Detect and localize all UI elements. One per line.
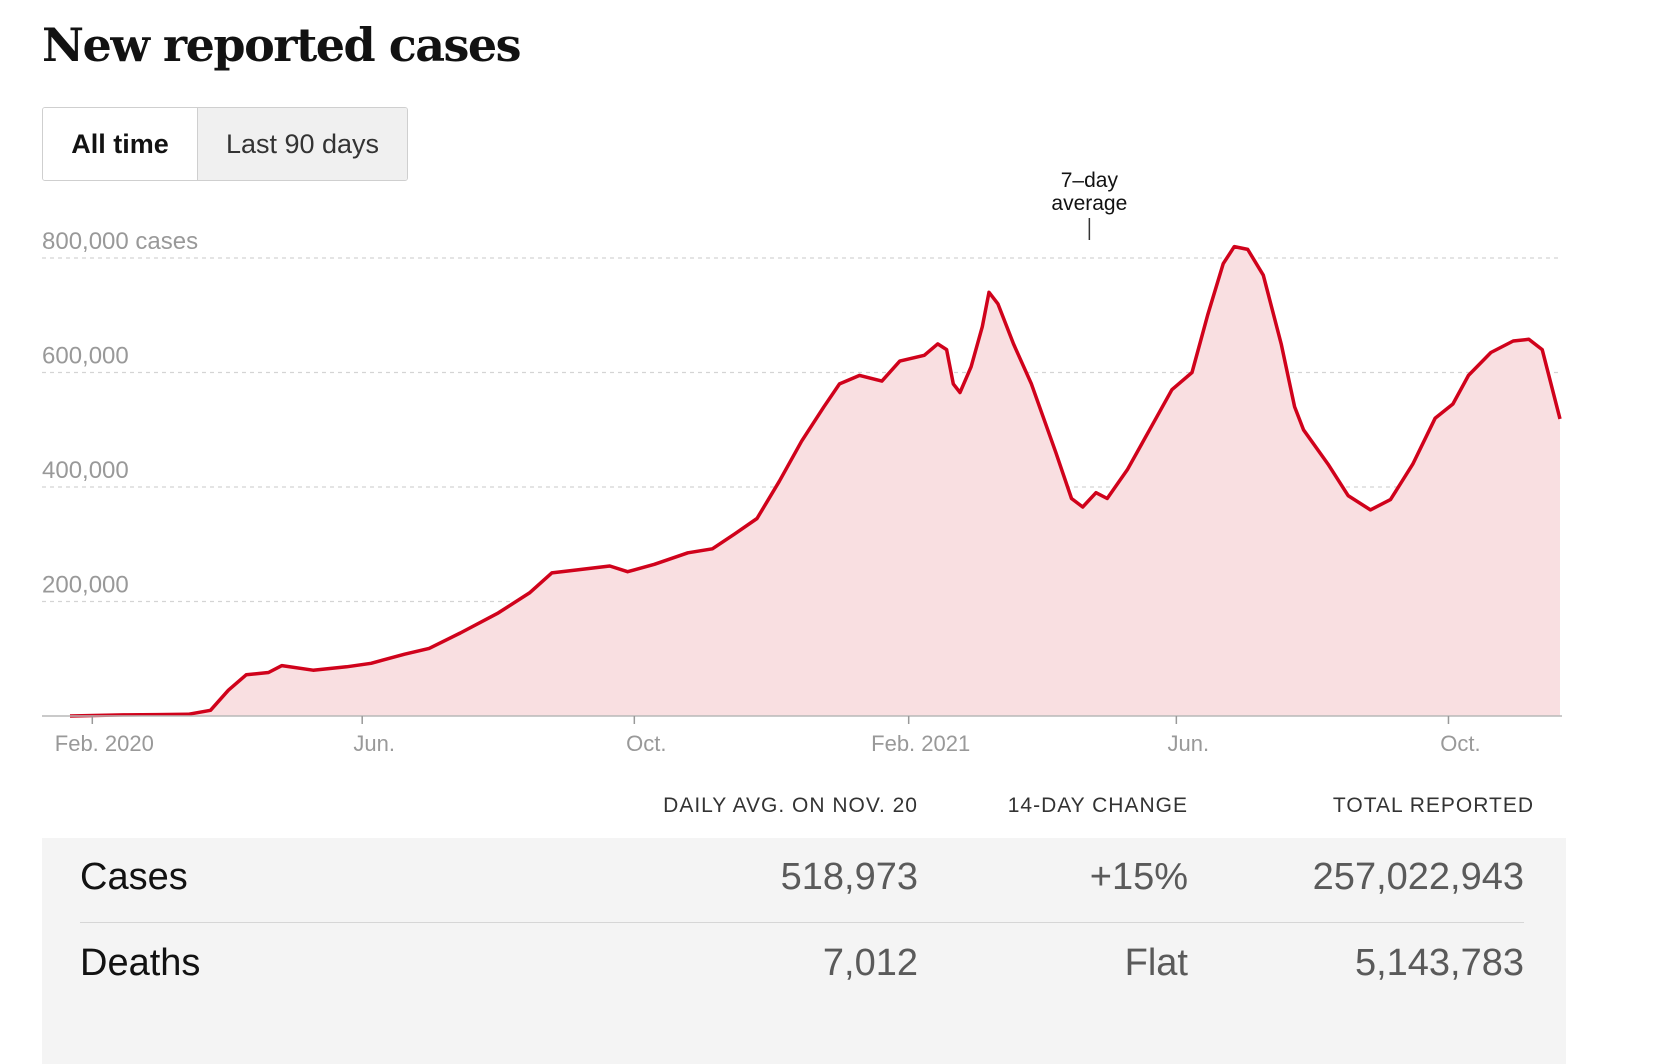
y-tick-label: 800,000 cases <box>42 228 198 255</box>
table-row-cases: Cases 518,973 +15% 257,022,943 <box>80 838 1524 923</box>
x-tick-label: Jun. <box>353 731 395 756</box>
summary-table: Cases 518,973 +15% 257,022,943 Deaths 7,… <box>42 838 1566 1064</box>
header-daily-avg: DAILY AVG. ON NOV. 20 <box>663 794 918 817</box>
y-tick-label: 600,000 <box>42 343 129 370</box>
cases-area-fill <box>70 246 1560 716</box>
header-14-day-change: 14-DAY CHANGE <box>1007 794 1188 817</box>
annotation-label-line2: average <box>1051 192 1127 215</box>
header-total-reported: TOTAL REPORTED <box>1332 794 1534 817</box>
annotation-7-day-average: 7–day average <box>1051 169 1127 240</box>
daily-avg-value: 7,012 <box>822 942 918 984</box>
x-tick-label: Feb. 2020 <box>55 731 154 756</box>
y-axis: 200,000 400,000 600,000 800,000 cases <box>42 228 198 599</box>
row-label: Cases <box>80 856 188 898</box>
daily-avg-value: 518,973 <box>780 856 918 898</box>
x-tick-label: Jun. <box>1168 731 1210 756</box>
total-value: 257,022,943 <box>1312 856 1524 898</box>
all-time-button[interactable]: All time <box>43 108 198 180</box>
row-label: Deaths <box>80 942 201 984</box>
x-axis: Feb. 2020 Jun. Oct. Feb. 2021 Jun. Oct. <box>55 716 1481 756</box>
y-tick-label: 400,000 <box>42 457 129 484</box>
last-90-days-button[interactable]: Last 90 days <box>198 108 407 180</box>
x-tick-label: Oct. <box>626 731 666 756</box>
page-title: New reported cases <box>42 18 522 72</box>
x-tick-label: Oct. <box>1440 731 1480 756</box>
change-value: +15% <box>1089 856 1188 898</box>
x-tick-label: Feb. 2021 <box>871 731 970 756</box>
total-value: 5,143,783 <box>1354 942 1524 984</box>
change-value: Flat <box>1124 942 1188 984</box>
y-tick-label: 200,000 <box>42 572 129 599</box>
table-row-deaths: Deaths 7,012 Flat 5,143,783 <box>80 924 1524 1008</box>
annotation-label-line1: 7–day <box>1061 169 1119 192</box>
cases-area-chart: Feb. 2020 Jun. Oct. Feb. 2021 Jun. Oct. 200,0… <box>42 169 1562 756</box>
time-range-toggle: All time Last 90 days <box>42 107 408 181</box>
cases-average-line <box>69 244 1562 718</box>
